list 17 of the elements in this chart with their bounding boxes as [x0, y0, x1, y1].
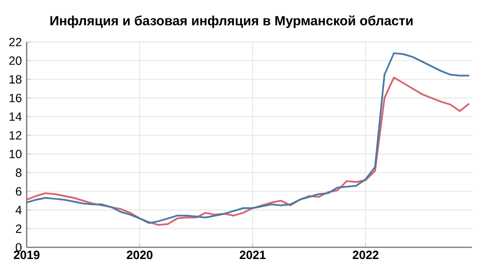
x-tick-label: 2019: [14, 250, 40, 260]
chart-title: Инфляция и базовая инфляция в Мурманской области: [50, 15, 413, 28]
y-tick-label: 20: [9, 56, 22, 65]
y-tick-label: 6: [16, 187, 22, 196]
y-tick-label: 18: [10, 75, 22, 84]
y-tick-label: 22: [9, 38, 22, 46]
y-tick-label: 8: [16, 168, 22, 177]
y-tick-label: 12: [10, 131, 22, 140]
x-tick-label: 2021: [240, 250, 266, 260]
y-tick-label: 2: [16, 224, 22, 233]
y-tick-label: 14: [10, 112, 22, 121]
y-tick-label: 16: [10, 94, 22, 102]
y-tick-label: 10: [10, 150, 22, 158]
y-tick-label: 0: [16, 243, 22, 252]
x-tick-label: 2020: [126, 250, 152, 260]
y-tick-label: 4: [16, 206, 22, 214]
x-tick-label: 2022: [352, 250, 378, 260]
